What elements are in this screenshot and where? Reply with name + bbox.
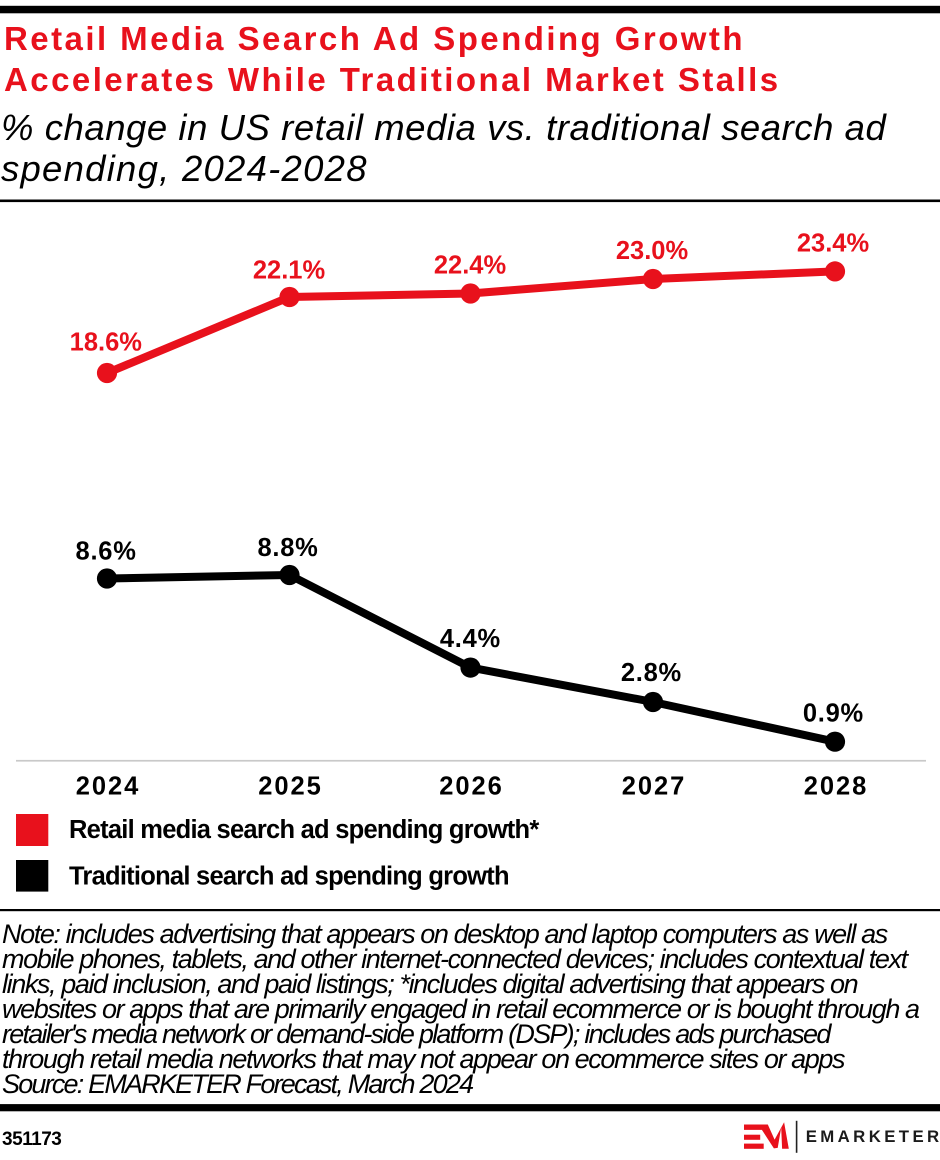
svg-text:2028: 2028 (804, 773, 869, 801)
svg-text:22.1%: 22.1% (253, 257, 325, 285)
svg-text:351173: 351173 (2, 1129, 61, 1150)
svg-text:18.6%: 18.6% (70, 328, 142, 356)
svg-text:4.4%: 4.4% (440, 625, 501, 653)
svg-text:2024: 2024 (76, 773, 141, 801)
svg-text:2026: 2026 (439, 773, 504, 801)
svg-text:EMARKETER: EMARKETER (806, 1127, 940, 1146)
svg-text:2027: 2027 (622, 773, 687, 801)
svg-text:Retail media search ad spendin: Retail media search ad spending growth* (69, 816, 539, 844)
svg-text:2.8%: 2.8% (621, 659, 682, 687)
svg-text:Traditional search ad spending: Traditional search ad spending growth (69, 863, 509, 891)
svg-text:22.4%: 22.4% (434, 251, 506, 279)
svg-text:8.8%: 8.8% (257, 534, 318, 562)
svg-text:2025: 2025 (258, 773, 323, 801)
svg-text:23.0%: 23.0% (616, 237, 688, 265)
svg-text:23.4%: 23.4% (797, 230, 869, 258)
svg-text:0.9%: 0.9% (803, 700, 864, 728)
svg-text:8.6%: 8.6% (76, 538, 137, 566)
